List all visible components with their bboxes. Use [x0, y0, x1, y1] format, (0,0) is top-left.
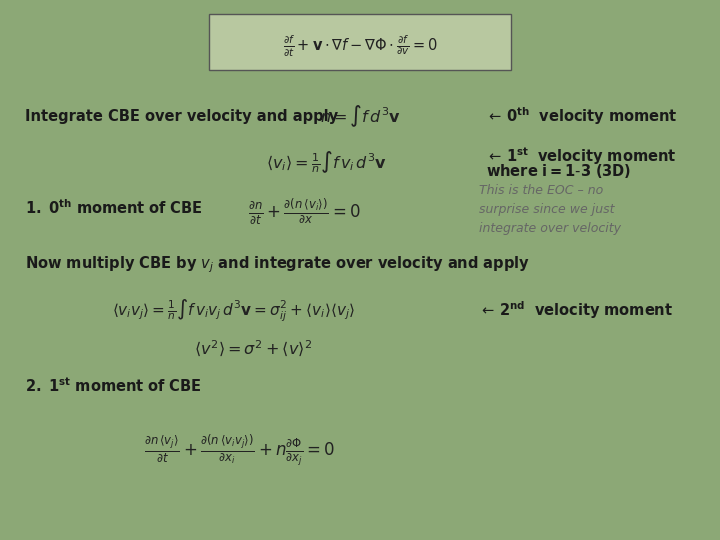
Text: $\langle v_i v_j\rangle = \frac{1}{n}\int f\,v_i v_j\,d^3\mathbf{v} = \sigma_{ij: $\langle v_i v_j\rangle = \frac{1}{n}\in… [112, 298, 355, 323]
Text: $\frac{\partial n\,\langle v_j\rangle}{\partial t} + \frac{\partial(n\,\langle v: $\frac{\partial n\,\langle v_j\rangle}{\… [144, 433, 336, 469]
FancyBboxPatch shape [209, 14, 511, 70]
Text: $\leftarrow\,\mathbf{0^{th}}$  $\mathbf{velocity\ moment}$: $\leftarrow\,\mathbf{0^{th}}$ $\mathbf{v… [486, 105, 678, 127]
Text: Integrate CBE over velocity and apply: Integrate CBE over velocity and apply [25, 109, 338, 124]
Text: Now multiply CBE by $v_j$ and integrate over velocity and apply: Now multiply CBE by $v_j$ and integrate … [25, 254, 530, 275]
Text: $\frac{\partial f}{\partial t} + \mathbf{v}\cdot\nabla f - \nabla\Phi\cdot\frac{: $\frac{\partial f}{\partial t} + \mathbf… [282, 33, 438, 58]
Text: $\mathbf{2.\ 1^{st}\ moment\ of\ CBE}$: $\mathbf{2.\ 1^{st}\ moment\ of\ CBE}$ [25, 377, 202, 395]
Text: $\leftarrow\,\mathbf{2^{nd}}$  $\mathbf{velocity\ moment}$: $\leftarrow\,\mathbf{2^{nd}}$ $\mathbf{v… [479, 300, 673, 321]
Text: $\frac{\partial n}{\partial t} + \frac{\partial(n\,\langle v_i\rangle)}{\partial: $\frac{\partial n}{\partial t} + \frac{\… [248, 195, 361, 226]
Text: $\mathbf{where\ i=1\text{-}3\ (3D)}$: $\mathbf{where\ i=1\text{-}3\ (3D)}$ [486, 161, 631, 180]
Text: $\langle v^2\rangle = \sigma^2 + \langle v\rangle^2$: $\langle v^2\rangle = \sigma^2 + \langle… [194, 339, 312, 358]
Text: This is the EOC – no
surprise since we just
integrate over velocity: This is the EOC – no surprise since we j… [479, 184, 621, 235]
Text: $n = \int f\,d^3\mathbf{v}$: $n = \int f\,d^3\mathbf{v}$ [320, 103, 401, 129]
Text: $\mathbf{1.\ 0^{th}\ moment\ of\ CBE}$: $\mathbf{1.\ 0^{th}\ moment\ of\ CBE}$ [25, 199, 203, 217]
Text: $\langle v_i\rangle = \frac{1}{n}\int f\,v_i\,d^3\mathbf{v}$: $\langle v_i\rangle = \frac{1}{n}\int f\… [266, 149, 387, 175]
Text: $\leftarrow\,\mathbf{1^{st}}$  $\mathbf{velocity\ moment}$: $\leftarrow\,\mathbf{1^{st}}$ $\mathbf{v… [486, 146, 677, 167]
